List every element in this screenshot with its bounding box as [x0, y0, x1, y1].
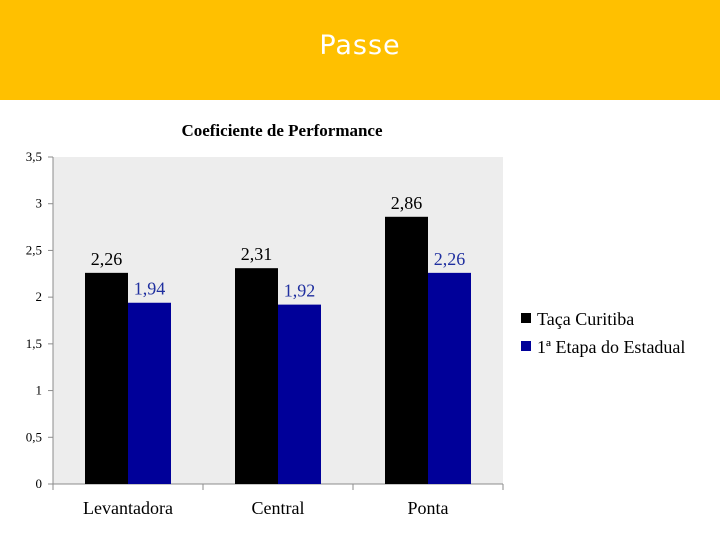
bar: [278, 304, 321, 484]
x-category-label: Central: [252, 498, 305, 518]
y-tick-label: 1: [36, 383, 43, 398]
legend: Taça Curitiba 1ª Etapa do Estadual: [521, 309, 685, 357]
y-tick-label: 3,5: [26, 149, 42, 164]
x-category-label: Ponta: [407, 498, 448, 518]
x-category-label: Levantadora: [83, 498, 173, 518]
data-label: 2,31: [241, 244, 273, 264]
y-tick-label: 2,5: [26, 242, 42, 257]
y-tick-label: 0,5: [26, 429, 42, 444]
slide-title: Passe: [319, 30, 401, 61]
data-label: 2,26: [434, 249, 466, 269]
legend-entry: Taça Curitiba: [537, 309, 634, 329]
legend-entry: 1ª Etapa do Estadual: [537, 337, 685, 357]
data-label: 2,86: [391, 193, 423, 213]
legend-swatch: [521, 341, 531, 351]
bar: [85, 272, 128, 484]
data-label: 2,26: [91, 249, 123, 269]
data-label: 1,92: [284, 281, 316, 301]
title-banner: Passe: [0, 0, 720, 100]
y-tick-label: 1,5: [26, 336, 42, 351]
y-tick-label: 3: [36, 196, 43, 211]
bar: [385, 216, 428, 484]
bar: [128, 302, 171, 484]
data-label: 1,94: [134, 279, 166, 299]
bar: [428, 272, 471, 484]
chart-title: Coeficiente de Performance: [181, 121, 383, 140]
y-tick-label: 0: [36, 476, 43, 491]
legend-swatch: [521, 313, 531, 323]
y-tick-label: 2: [36, 289, 43, 304]
bar: [235, 268, 278, 484]
